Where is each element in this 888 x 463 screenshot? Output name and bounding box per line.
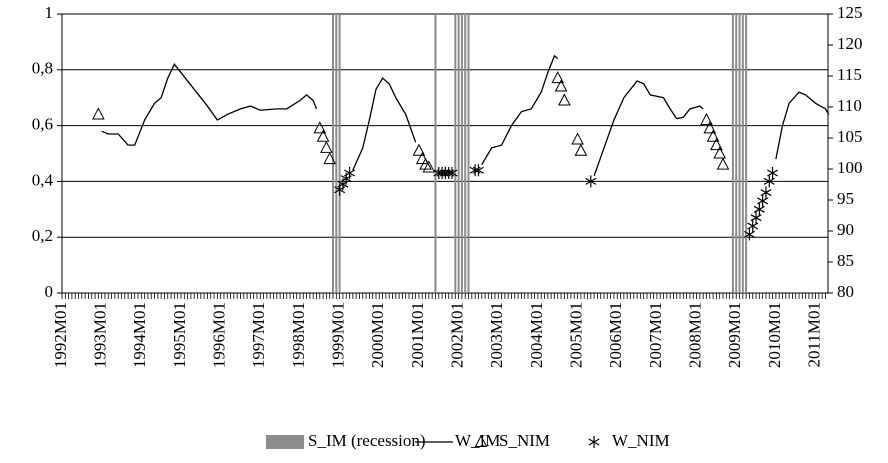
recession-bar (460, 14, 463, 293)
recession-bar (738, 14, 741, 293)
recession-bar (457, 14, 460, 293)
recession-bar (338, 14, 341, 293)
legend-item: S_IM (recession) (266, 431, 426, 450)
recession-bar (332, 14, 335, 293)
y2-tick-label: 95 (837, 189, 854, 208)
recession-bar (434, 14, 437, 293)
x-tick-label: 2007M01 (646, 302, 665, 368)
star-marker (760, 186, 772, 199)
line (101, 54, 830, 177)
y2-tick-label: 115 (837, 65, 862, 84)
triangle-marker (554, 79, 568, 92)
recession-bar (731, 14, 734, 293)
legend-item: W_IM (415, 431, 500, 450)
recession-bar (335, 14, 338, 293)
triangle-marker (474, 434, 488, 447)
legend-item: W_NIM (588, 431, 670, 450)
triangle-marker (551, 71, 565, 84)
triangle-marker (716, 157, 730, 170)
triangle-marker (316, 129, 330, 142)
x-tick-label: 2003M01 (487, 302, 506, 368)
legend-label: W_IM (455, 431, 500, 450)
x-tick-label: 2001M01 (408, 302, 427, 368)
triangle-marker (320, 140, 333, 153)
legend-item: S_NIM (474, 431, 550, 450)
recession-bar (467, 14, 470, 293)
recession-bar (735, 14, 738, 293)
star-marker (743, 228, 755, 241)
y-tick-label: 1 (45, 3, 54, 22)
star-marker (753, 203, 765, 216)
triangle-marker (713, 146, 727, 159)
x-tick-label: 1998M01 (289, 302, 308, 368)
recession-bar (464, 14, 467, 293)
x-tick-label: 1996M01 (210, 302, 229, 368)
y2-tick-label: 80 (837, 282, 854, 301)
star-marker (588, 436, 600, 448)
triangle-marker (92, 107, 105, 120)
y2-tick-label: 110 (837, 96, 862, 115)
y2-tick-label: 105 (837, 127, 863, 146)
x-tick-label: 2011M01 (804, 302, 823, 368)
star-marker (344, 167, 356, 180)
y2-tick-label: 85 (837, 251, 854, 270)
triangle-marker (323, 152, 337, 165)
star-marker (446, 167, 458, 180)
x-tick-label: 2005M01 (566, 302, 585, 368)
y-tick-label: 0,2 (32, 226, 53, 245)
x-tick-label: 2002M01 (448, 302, 467, 368)
y2-tick-label: 125 (837, 3, 863, 22)
legend-swatch (266, 435, 304, 449)
triangle-marker (574, 143, 588, 156)
triangle-marker (558, 93, 571, 106)
x-tick-label: 2000M01 (368, 302, 387, 368)
triangle-marker (412, 143, 426, 156)
triangle-marker (422, 160, 436, 173)
y2-tick-label: 100 (837, 158, 863, 177)
x-tick-label: 2008M01 (685, 302, 704, 368)
recession-bar (745, 14, 748, 293)
star-marker (585, 175, 597, 188)
star-marker (763, 175, 775, 188)
star-marker (767, 167, 779, 180)
triangle-marker (703, 121, 717, 134)
x-tick-label: 1997M01 (249, 302, 268, 368)
recession-bar (741, 14, 744, 293)
triangle-marker (313, 121, 327, 134)
x-tick-label: 2010M01 (765, 302, 784, 368)
x-tick-label: 1992M01 (51, 302, 70, 368)
x-tick-label: 1994M01 (130, 302, 149, 368)
legend-label: W_NIM (612, 431, 670, 450)
y-tick-label: 0,8 (32, 59, 53, 78)
triangle-marker (571, 132, 584, 145)
triangle-marker (419, 157, 432, 170)
triangle-marker (415, 152, 429, 165)
triangle-marker (710, 138, 723, 151)
x-tick-label: 2004M01 (527, 302, 546, 368)
recession-bar (454, 14, 457, 293)
y-tick-label: 0,6 (32, 115, 53, 134)
legend-label: S_NIM (499, 431, 550, 450)
legend-label: S_IM (recession) (308, 431, 426, 450)
y-tick-label: 0,4 (32, 170, 54, 189)
x-tick-label: 2006M01 (606, 302, 625, 368)
triangle-marker (700, 112, 713, 126)
y2-tick-label: 90 (837, 220, 854, 239)
x-tick-label: 2009M01 (725, 302, 744, 368)
star-marker (750, 211, 762, 224)
star-marker (757, 194, 769, 207)
x-tick-label: 1995M01 (170, 302, 189, 368)
x-tick-label: 1999M01 (329, 302, 348, 368)
star-marker (472, 164, 484, 177)
y-tick-label: 0 (45, 282, 54, 301)
triangle-marker (706, 129, 720, 142)
y2-tick-label: 120 (837, 34, 863, 53)
x-tick-label: 1993M01 (91, 302, 110, 368)
star-marker (747, 220, 759, 233)
